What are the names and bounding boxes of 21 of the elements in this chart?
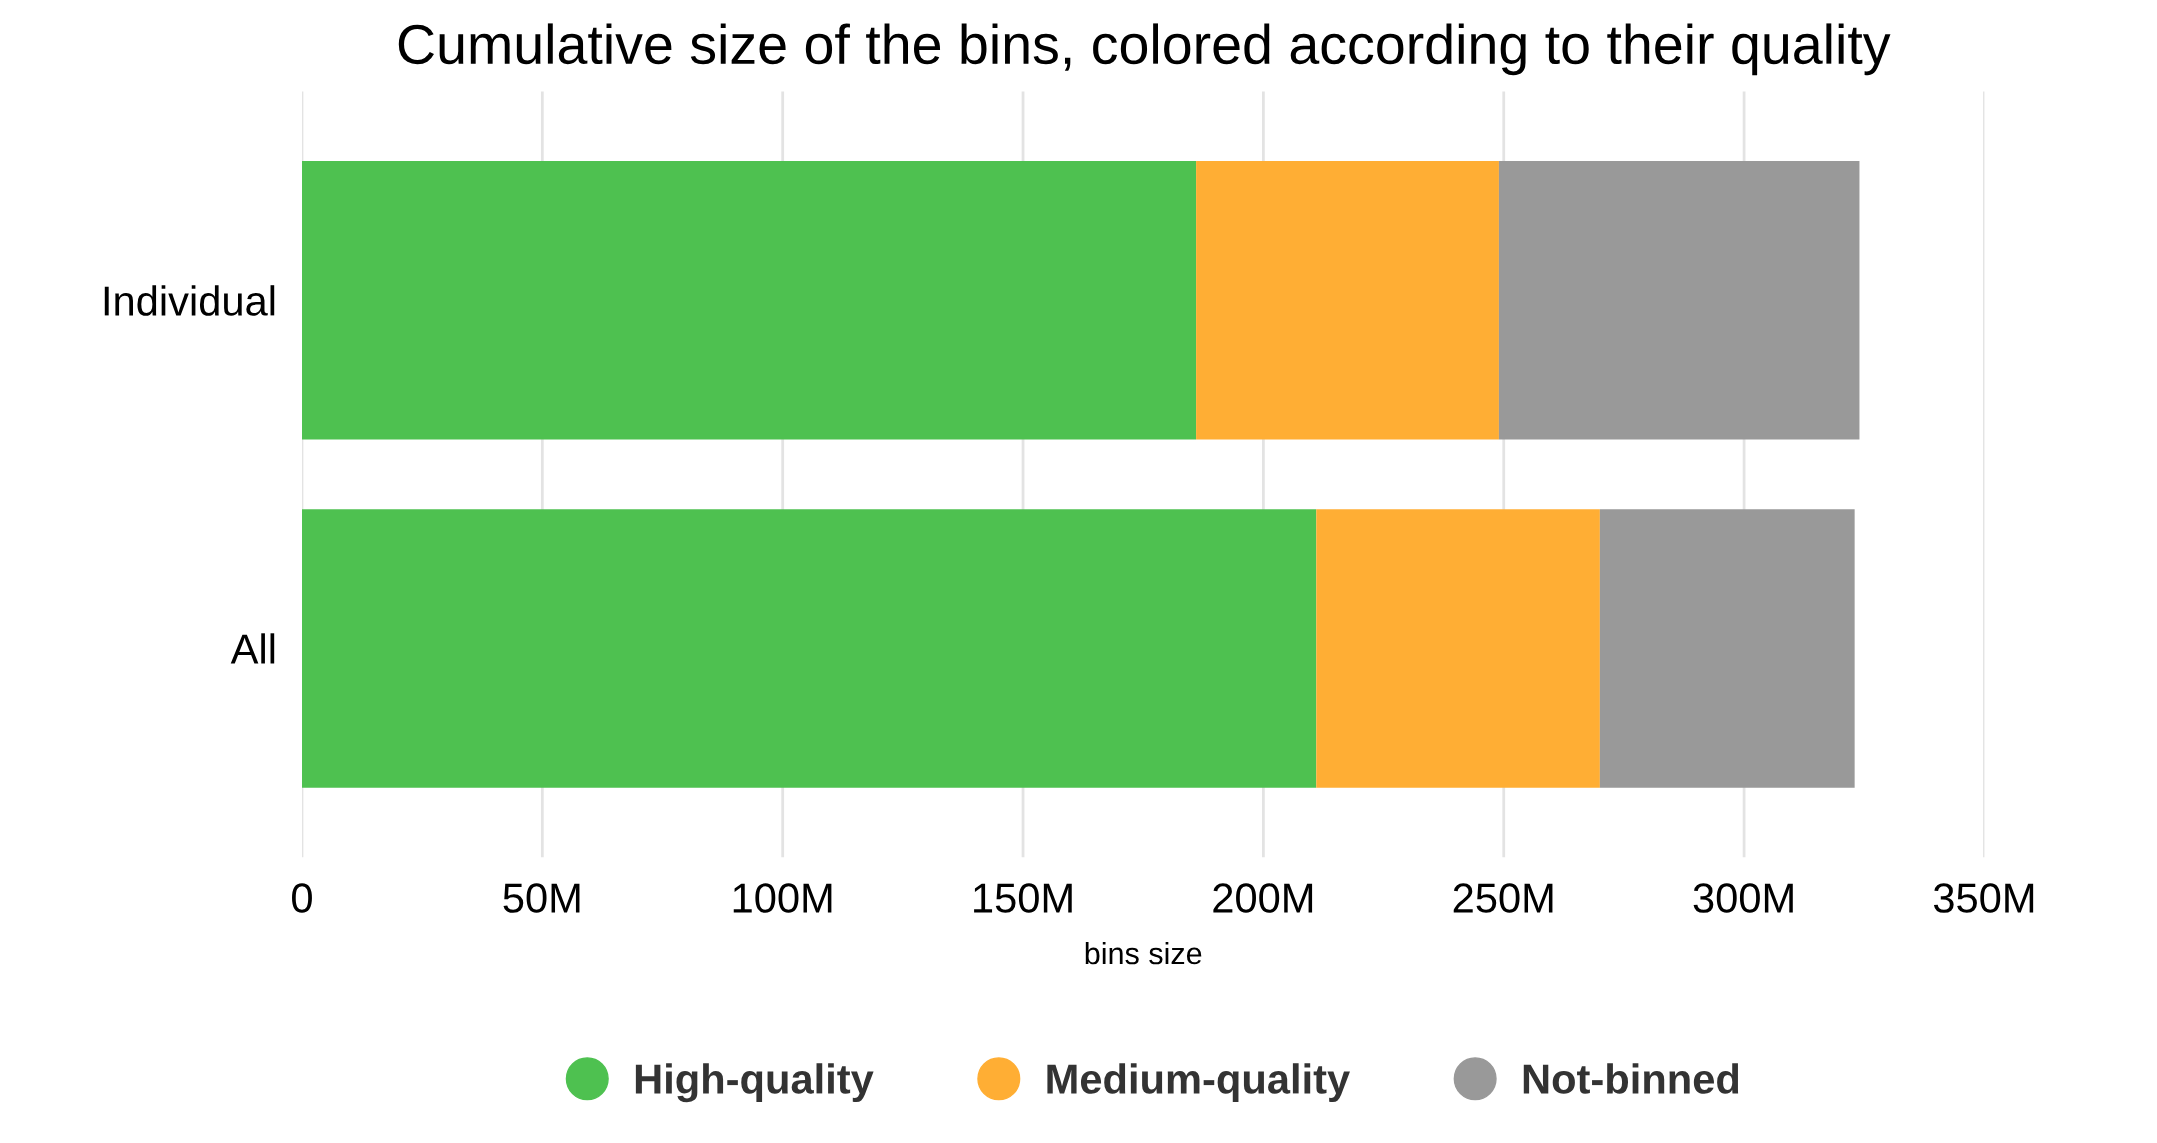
legend-label: Not-binned bbox=[1523, 1063, 1739, 1094]
y-tick-label: Individual bbox=[104, 285, 275, 316]
x-tick-label: 300M bbox=[1693, 883, 1793, 913]
chart-title: Cumulative size of the bins, colored according to their quality bbox=[398, 23, 1891, 76]
bar bbox=[1196, 161, 1499, 440]
legend-label: Medium-quality bbox=[1047, 1063, 1350, 1103]
bar bbox=[1498, 161, 1860, 440]
y-tick-label: All bbox=[230, 633, 275, 664]
x-axis-title: bins size bbox=[1085, 941, 1202, 965]
x-tick-label: 0 bbox=[292, 883, 312, 913]
x-tick-label: 200M bbox=[1213, 883, 1313, 913]
x-tick-label: 150M bbox=[974, 883, 1072, 913]
x-tick-label: 100M bbox=[733, 883, 832, 913]
bar bbox=[301, 509, 1317, 788]
x-tick-label: 250M bbox=[1453, 883, 1553, 913]
x-tick-label: 50M bbox=[503, 883, 580, 913]
bar bbox=[1316, 509, 1600, 788]
legend-label: High-quality bbox=[635, 1063, 874, 1103]
bar bbox=[301, 161, 1197, 440]
bar bbox=[1599, 509, 1855, 788]
x-tick-label: 350M bbox=[1933, 883, 2034, 913]
